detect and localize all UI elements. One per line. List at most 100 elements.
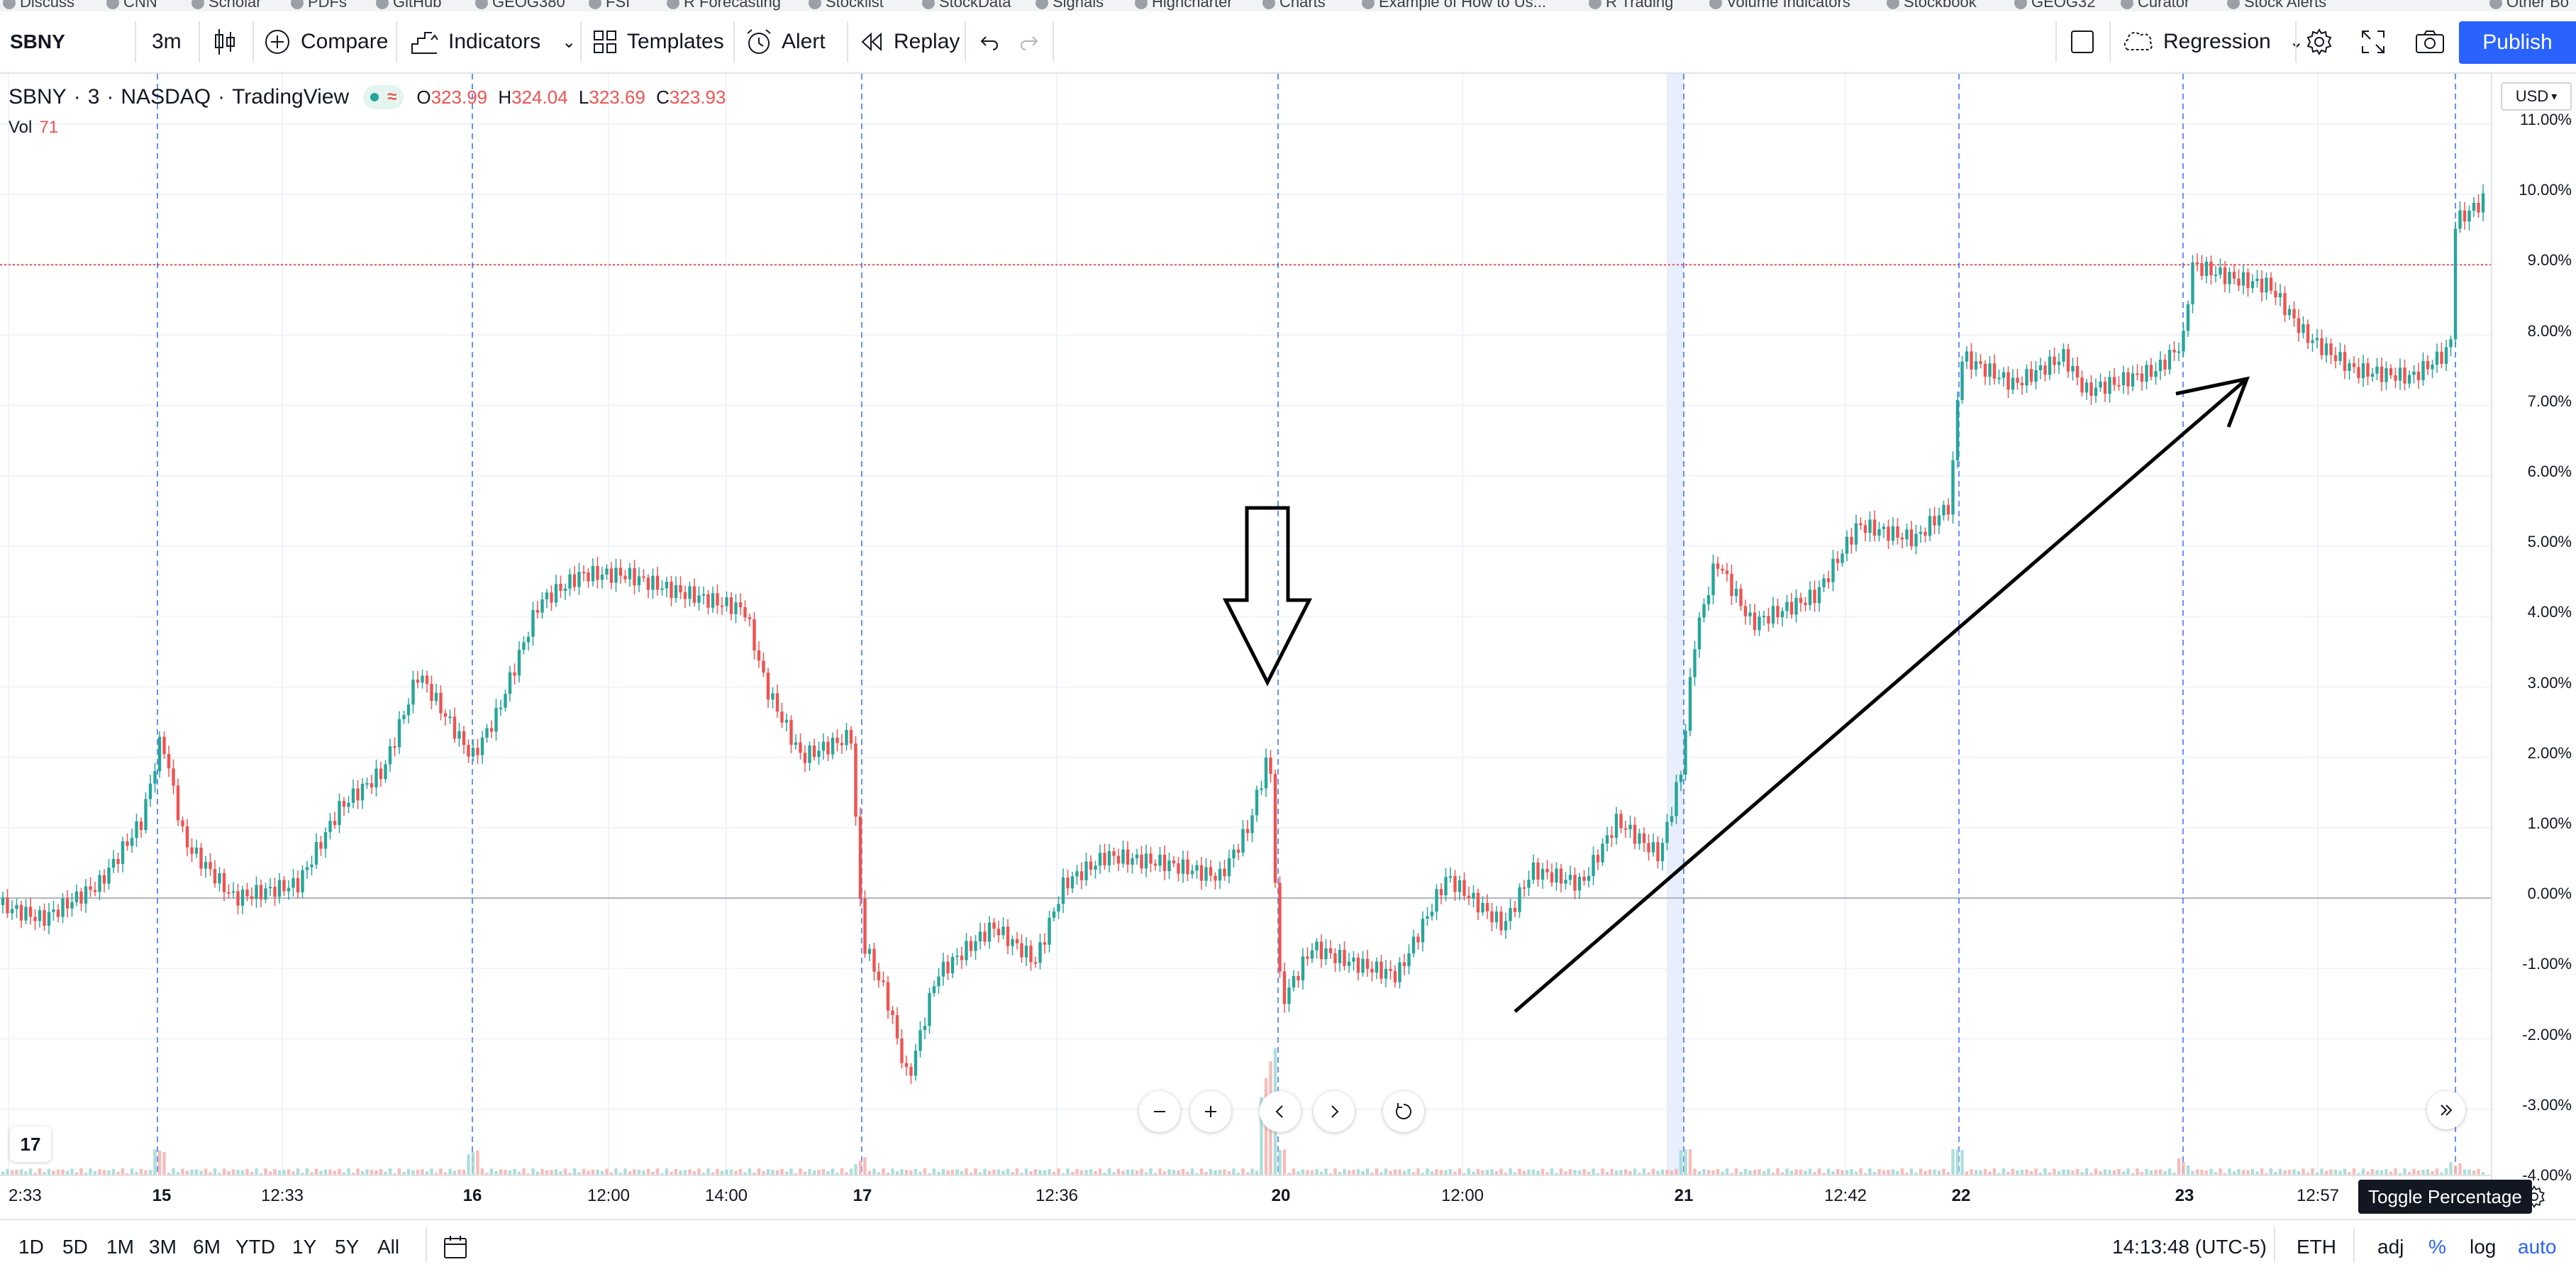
axis-settings-button[interactable] — [2522, 1185, 2546, 1212]
bookmark-item[interactable]: Curator — [2121, 0, 2189, 11]
candle-body — [1937, 515, 1941, 526]
candle-body — [388, 746, 392, 765]
bookmark-item[interactable]: Stock Alerts — [2227, 0, 2326, 11]
redo-button[interactable] — [1018, 11, 1040, 72]
tradingview-logo[interactable]: 17 — [10, 1126, 51, 1162]
bookmark-item[interactable]: StockData — [922, 0, 1011, 11]
bookmark-item[interactable]: Example of How to Us... — [1362, 0, 1546, 11]
range-5d-button[interactable]: 5D — [62, 1236, 88, 1258]
range-1d-button[interactable]: 1D — [18, 1236, 44, 1258]
bookmark-item[interactable]: CNN — [106, 0, 157, 11]
alert-button[interactable]: Alert — [745, 11, 826, 72]
candle-body — [2237, 278, 2241, 286]
price-chart[interactable] — [0, 74, 2491, 1187]
bookmark-item[interactable]: Charts — [1262, 0, 1326, 11]
price-axis[interactable]: 11.00% 10.00% 9.00% 8.00% 7.00% 6.00% 5.00% 4.0… — [2491, 74, 2576, 1187]
session-button[interactable]: ETH — [2297, 1236, 2336, 1258]
zoom-out-button[interactable] — [1139, 1091, 1180, 1132]
bookmark-item[interactable]: Discuss — [3, 0, 74, 11]
chart-pane[interactable] — [0, 74, 2576, 1187]
candle-body — [2467, 210, 2471, 222]
bookmark-item[interactable]: R Forecasting — [667, 0, 781, 11]
candle-body — [310, 864, 313, 868]
volume-bar — [1850, 1168, 1853, 1175]
candle-body — [250, 896, 254, 899]
interval-button[interactable]: 3m — [152, 30, 182, 53]
candle-body — [2283, 293, 2287, 316]
scroll-to-realtime-button[interactable] — [2427, 1091, 2465, 1129]
bookmark-item[interactable]: Highcharter — [1135, 0, 1233, 11]
range-all-button[interactable]: All — [377, 1236, 400, 1258]
volume-bar — [996, 1169, 1001, 1175]
bookmark-item[interactable]: Volume Indicators — [1709, 0, 1850, 11]
candle-body — [236, 891, 240, 906]
range-3m-button[interactable]: 3M — [149, 1236, 177, 1258]
volume-bar — [1919, 1168, 1923, 1175]
volume-bar — [2241, 1170, 2245, 1175]
bookmark-item[interactable]: GitHub — [376, 0, 441, 11]
toggle-auto-button[interactable]: auto — [2518, 1236, 2557, 1258]
volume-bar — [1458, 1168, 1462, 1175]
toggle-log-button[interactable]: log — [2470, 1236, 2497, 1258]
adjust-dividends-button[interactable]: adj — [2377, 1236, 2404, 1258]
screenshot-button[interactable] — [2414, 11, 2445, 72]
chart-type-button[interactable] — [213, 11, 237, 72]
regression-tool-button[interactable]: Regression ⌄ — [2121, 11, 2304, 72]
currency-button[interactable]: USD ▾ — [2501, 82, 2572, 111]
globe-icon — [2014, 0, 2027, 10]
bookmark-item[interactable]: Scholar — [191, 0, 262, 11]
volume-bar — [2320, 1168, 2324, 1175]
candle-body — [1204, 867, 1208, 881]
toggle-percentage-button[interactable]: % — [2428, 1236, 2446, 1258]
volume-bar — [467, 1154, 470, 1175]
publish-button[interactable]: Publish — [2459, 21, 2576, 64]
bookmark-item[interactable]: Signals — [1036, 0, 1104, 11]
compare-button[interactable]: Compare — [264, 11, 388, 72]
go-to-date-button[interactable] — [443, 1220, 468, 1274]
replay-button[interactable]: Replay — [860, 11, 960, 72]
candle-body — [1684, 731, 1687, 775]
undo-button[interactable] — [979, 11, 1000, 72]
volume-bar — [1877, 1168, 1881, 1175]
time-axis[interactable]: 2:33 15 12:33 16 12:00 14:00 17 12:36 20 12:00 21 1… — [0, 1175, 2491, 1219]
volume-bar — [835, 1173, 839, 1175]
range-6m-button[interactable]: 6M — [193, 1236, 221, 1258]
bookmark-item[interactable]: Stocklist — [809, 0, 884, 11]
candle-body — [1868, 519, 1872, 533]
candle-body — [780, 712, 784, 723]
bookmark-item[interactable]: GEOG32 — [2014, 0, 2095, 11]
volume-bar — [882, 1168, 885, 1175]
range-5y-button[interactable]: 5Y — [335, 1236, 360, 1258]
scroll-left-button[interactable] — [1260, 1091, 1301, 1132]
scroll-right-button[interactable] — [1314, 1091, 1355, 1132]
symbol-search-button[interactable]: SBNY — [10, 31, 65, 52]
candle-body — [1804, 602, 1807, 605]
select-layout-button[interactable] — [2070, 11, 2095, 72]
settings-button[interactable] — [2305, 11, 2333, 72]
templates-button[interactable]: Templates — [593, 11, 724, 72]
bookmark-item[interactable]: Other Bo — [2489, 0, 2569, 11]
fullscreen-button[interactable] — [2360, 11, 2386, 72]
candle-body — [379, 768, 383, 780]
range-1m-button[interactable]: 1M — [106, 1236, 134, 1258]
bookmark-item[interactable]: PDFs — [291, 0, 347, 11]
indicators-button[interactable]: Indicators ⌄ — [410, 11, 576, 72]
timezone-button[interactable]: 14:13:48 (UTC-5) — [2112, 1236, 2267, 1258]
volume-bar — [1716, 1168, 1720, 1175]
bookmark-item[interactable]: R Trading — [1589, 0, 1673, 11]
range-1y-button[interactable]: 1Y — [292, 1236, 317, 1258]
volume-bar — [107, 1170, 111, 1175]
reset-chart-button[interactable] — [1383, 1091, 1424, 1132]
range-ytd-button[interactable]: YTD — [235, 1236, 275, 1258]
market-status-badge[interactable]: ≈ — [363, 85, 404, 109]
volume-bar — [1024, 1168, 1028, 1175]
candle-body — [665, 582, 669, 589]
divider — [2055, 21, 2057, 62]
chevron-down-icon[interactable]: ⌄ — [562, 32, 577, 52]
legend-symbol[interactable]: SBNY — [9, 85, 67, 109]
bookmark-item[interactable]: FSI — [589, 0, 630, 11]
candle-body — [1448, 876, 1453, 878]
bookmark-item[interactable]: Stockbook — [1887, 0, 1977, 11]
zoom-in-button[interactable] — [1190, 1091, 1231, 1132]
bookmark-item[interactable]: GEOG380 — [475, 0, 565, 11]
